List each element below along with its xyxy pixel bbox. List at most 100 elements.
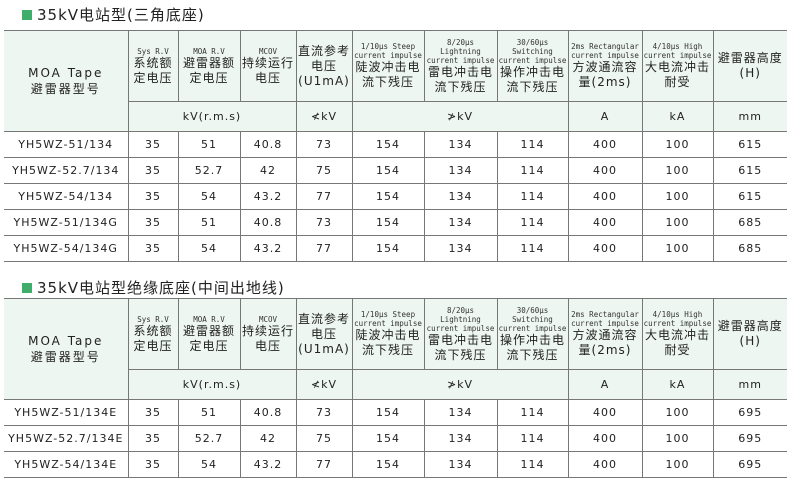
header-row: MOA Tape 避雷器型号 Sys R.V 系统额定电压 MOA R.V 避雷器额定电压…: [4, 298, 787, 400]
table-cell: 134: [423, 451, 498, 478]
table-row: YH5WZ-52.7/134 35 52.7 42 75 154 134 114 400 100 6…: [4, 157, 787, 184]
table-cell: 114: [496, 399, 569, 426]
table-cell: 35: [127, 451, 179, 478]
square-bullet-icon: [22, 9, 32, 20]
header-en: Sys R.V: [137, 46, 169, 56]
table-cell: 35: [127, 131, 179, 158]
table-cell: 35: [127, 183, 179, 210]
table-cell: 615: [712, 183, 787, 210]
table-cell: 54: [177, 183, 241, 210]
section-title: 35kV电站型绝缘底座(中间出地线): [22, 277, 285, 298]
header-row: MOA Tape 避雷器型号 Sys R.V 系统额定电压 MOA R.V 避雷器额定电压…: [4, 30, 787, 132]
table-cell: YH5WZ-51/134: [4, 131, 129, 158]
table-cell: 35: [127, 235, 179, 262]
unit-cell: ≯kV: [351, 101, 569, 132]
header-cell: 1/10μs Steep current impulse 陡波冲击电流下残压: [351, 30, 425, 102]
header-zh: 系统额定电压: [133, 323, 173, 353]
table-cell: 75: [295, 425, 353, 452]
table-cell: YH5WZ-54/134E: [4, 451, 129, 478]
table-cell: 43.2: [239, 451, 297, 478]
header-zh: 避雷器高度(H): [717, 319, 783, 348]
table-cell: 73: [295, 209, 353, 236]
spec-table: MOA Tape 避雷器型号 Sys R.V 系统额定电压 MOA R.V 避雷器额定电压…: [4, 298, 787, 478]
table-cell: 400: [567, 157, 643, 184]
square-bullet-icon: [22, 282, 32, 293]
table-cell: 73: [295, 399, 353, 426]
unit-cell: ≮kV: [295, 369, 353, 400]
header-cell: 30/60μs Switching current impulse 操作冲击电流下…: [496, 298, 569, 370]
table-cell: 100: [641, 131, 714, 158]
table-cell: 75: [295, 157, 353, 184]
header-en: MOA R.V: [193, 46, 225, 56]
table-cell: 154: [351, 399, 425, 426]
table-cell: 114: [496, 425, 569, 452]
table-cell: 100: [641, 209, 714, 236]
header-cell: Sys R.V 系统额定电压: [127, 30, 179, 102]
table-cell: 615: [712, 131, 787, 158]
header-zh: 大电流冲击耐受: [644, 60, 710, 89]
table-cell: 400: [567, 131, 643, 158]
table-cell: 154: [351, 131, 425, 158]
unit-cell: kV(r.m.s): [127, 101, 297, 132]
table-cell: 114: [496, 131, 569, 158]
header-cell: 直流参考电压(U1mA): [295, 298, 353, 370]
header-cell: MOA R.V 避雷器额定电压: [177, 298, 241, 370]
table-row: YH5WZ-54/134G 35 54 43.2 77 154 134 114 400 100 68…: [4, 235, 787, 262]
table-cell: 35: [127, 399, 179, 426]
table-row: YH5WZ-54/134E 35 54 43.2 77 154 134 114 400 100 69…: [4, 451, 787, 478]
table-cell: 73: [295, 131, 353, 158]
table-cell: 695: [712, 425, 787, 452]
header-model-en: MOA Tape: [28, 334, 104, 348]
table-cell: YH5WZ-54/134: [4, 183, 129, 210]
table-cell: 134: [423, 183, 498, 210]
table-cell: YH5WZ-52.7/134: [4, 157, 129, 184]
table-cell: 40.8: [239, 209, 297, 236]
table-cell: 77: [295, 451, 353, 478]
table-cell: 154: [351, 183, 425, 210]
header-zh: 操作冲击电流下残压: [499, 332, 565, 362]
table-cell: 54: [177, 235, 241, 262]
header-model-zh: 避雷器型号: [30, 350, 101, 364]
table-cell: 100: [641, 183, 714, 210]
table-cell: 154: [351, 209, 425, 236]
table-cell: 35: [127, 157, 179, 184]
table-cell: 154: [351, 235, 425, 262]
header-en: MOA R.V: [193, 314, 225, 324]
unit-cell: kA: [641, 101, 714, 132]
header-cell: 避雷器高度(H): [712, 298, 787, 370]
table-cell: 695: [712, 451, 787, 478]
table-cell: YH5WZ-54/134G: [4, 235, 129, 262]
table-row: YH5WZ-52.7/134E 35 52.7 42 75 154 134 114 400 100…: [4, 425, 787, 452]
table-cell: 43.2: [239, 183, 297, 210]
header-en: 1/10μs Steep current impulse: [354, 310, 422, 328]
table-cell: 43.2: [239, 235, 297, 262]
table-cell: 114: [496, 183, 569, 210]
table-cell: 400: [567, 451, 643, 478]
header-en: 30/60μs Switching current impulse: [498, 37, 567, 65]
header-cell: 直流参考电压(U1mA): [295, 30, 353, 102]
header-en: 30/60μs Switching current impulse: [498, 305, 567, 333]
table-cell: 154: [351, 157, 425, 184]
header-model-en: MOA Tape: [28, 66, 104, 80]
header-zh: 方波通流容量(2ms): [572, 60, 638, 89]
table-cell: 35: [127, 425, 179, 452]
table-cell: 400: [567, 425, 643, 452]
table-cell: YH5WZ-52.7/134E: [4, 425, 129, 452]
unit-cell: A: [567, 369, 643, 400]
table-cell: 100: [641, 399, 714, 426]
header-cell: MCOV 持续运行电压: [239, 298, 297, 370]
table-cell: 685: [712, 209, 787, 236]
unit-cell: mm: [712, 101, 787, 132]
table-cell: YH5WZ-51/134G: [4, 209, 129, 236]
unit-cell: kV(r.m.s): [127, 369, 297, 400]
table-cell: 114: [496, 209, 569, 236]
header-en: 1/10μs Steep current impulse: [354, 42, 422, 60]
header-zh: 雷电冲击电流下残压: [427, 64, 493, 94]
table-cell: 154: [351, 425, 425, 452]
header-zh: 雷电冲击电流下残压: [427, 332, 493, 362]
header-zh: 避雷器高度(H): [717, 51, 783, 80]
header-cell: 8/20μs Lightning current impulse 雷电冲击电流下残…: [423, 30, 498, 102]
unit-cell: mm: [712, 369, 787, 400]
